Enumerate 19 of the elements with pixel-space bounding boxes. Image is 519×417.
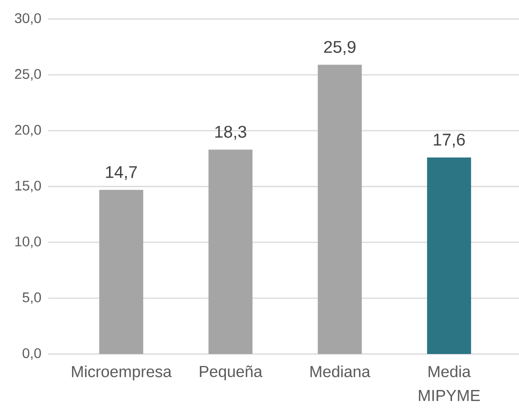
y-tick-label: 15,0: [15, 180, 41, 192]
x-tick-label: Mediana: [310, 366, 370, 378]
y-tick-label: 30,0: [14, 13, 41, 25]
bar: [208, 150, 253, 354]
y-tick-label: 20,0: [15, 124, 41, 136]
y-tick-label: 0,0: [22, 348, 41, 360]
y-tick-label: 10,0: [15, 236, 41, 248]
bar: [318, 64, 362, 354]
y-tick-label: 5,0: [22, 292, 41, 304]
bar: [99, 190, 144, 354]
x-tick-label: Media MIPYME: [418, 366, 480, 401]
data-label: 17,6: [434, 134, 465, 148]
x-tick-label: Pequeña: [200, 366, 262, 380]
data-label: 14,7: [106, 166, 137, 180]
y-tick-label: 25,0: [15, 69, 41, 81]
x-tick-label: Microempresa: [72, 366, 172, 380]
data-label: 25,9: [324, 40, 356, 55]
data-label: 18,3: [215, 126, 246, 140]
bar: [427, 157, 472, 354]
